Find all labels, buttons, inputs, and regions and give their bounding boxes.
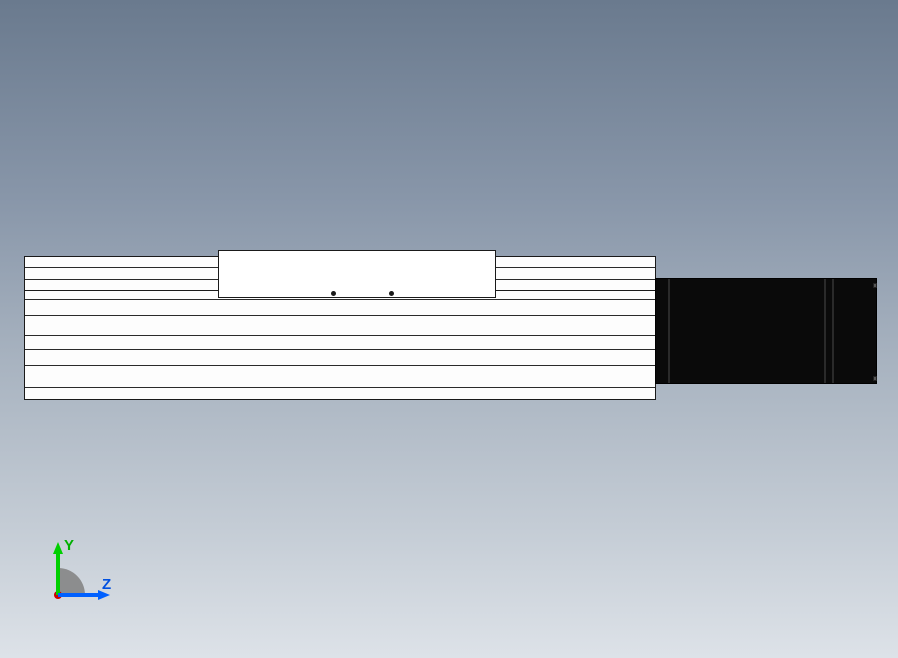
motor-nub <box>873 283 877 288</box>
y-axis-label: Y <box>64 537 74 554</box>
3d-model <box>0 250 898 410</box>
triad-origin-fill <box>58 568 85 595</box>
motor-nub <box>873 376 877 381</box>
z-axis-label: Z <box>102 576 111 593</box>
motor-edge <box>824 279 826 383</box>
y-axis-arrow-icon <box>53 542 63 554</box>
linear-rail-body <box>24 290 656 400</box>
view-triad[interactable]: Y Z <box>30 540 110 620</box>
cad-viewport[interactable]: Y Z <box>0 0 898 658</box>
rail-groove <box>25 349 655 350</box>
triad-svg: Y Z <box>30 540 110 620</box>
rail-groove <box>25 365 655 366</box>
rail-groove <box>25 387 655 388</box>
mount-hole <box>389 291 394 296</box>
rail-groove <box>25 299 655 300</box>
motor-edge <box>832 279 834 383</box>
carriage-block <box>218 250 496 298</box>
rail-groove <box>25 315 655 316</box>
rail-groove <box>25 335 655 336</box>
stepper-motor <box>655 278 877 384</box>
motor-edge <box>668 279 670 383</box>
mount-hole <box>331 291 336 296</box>
